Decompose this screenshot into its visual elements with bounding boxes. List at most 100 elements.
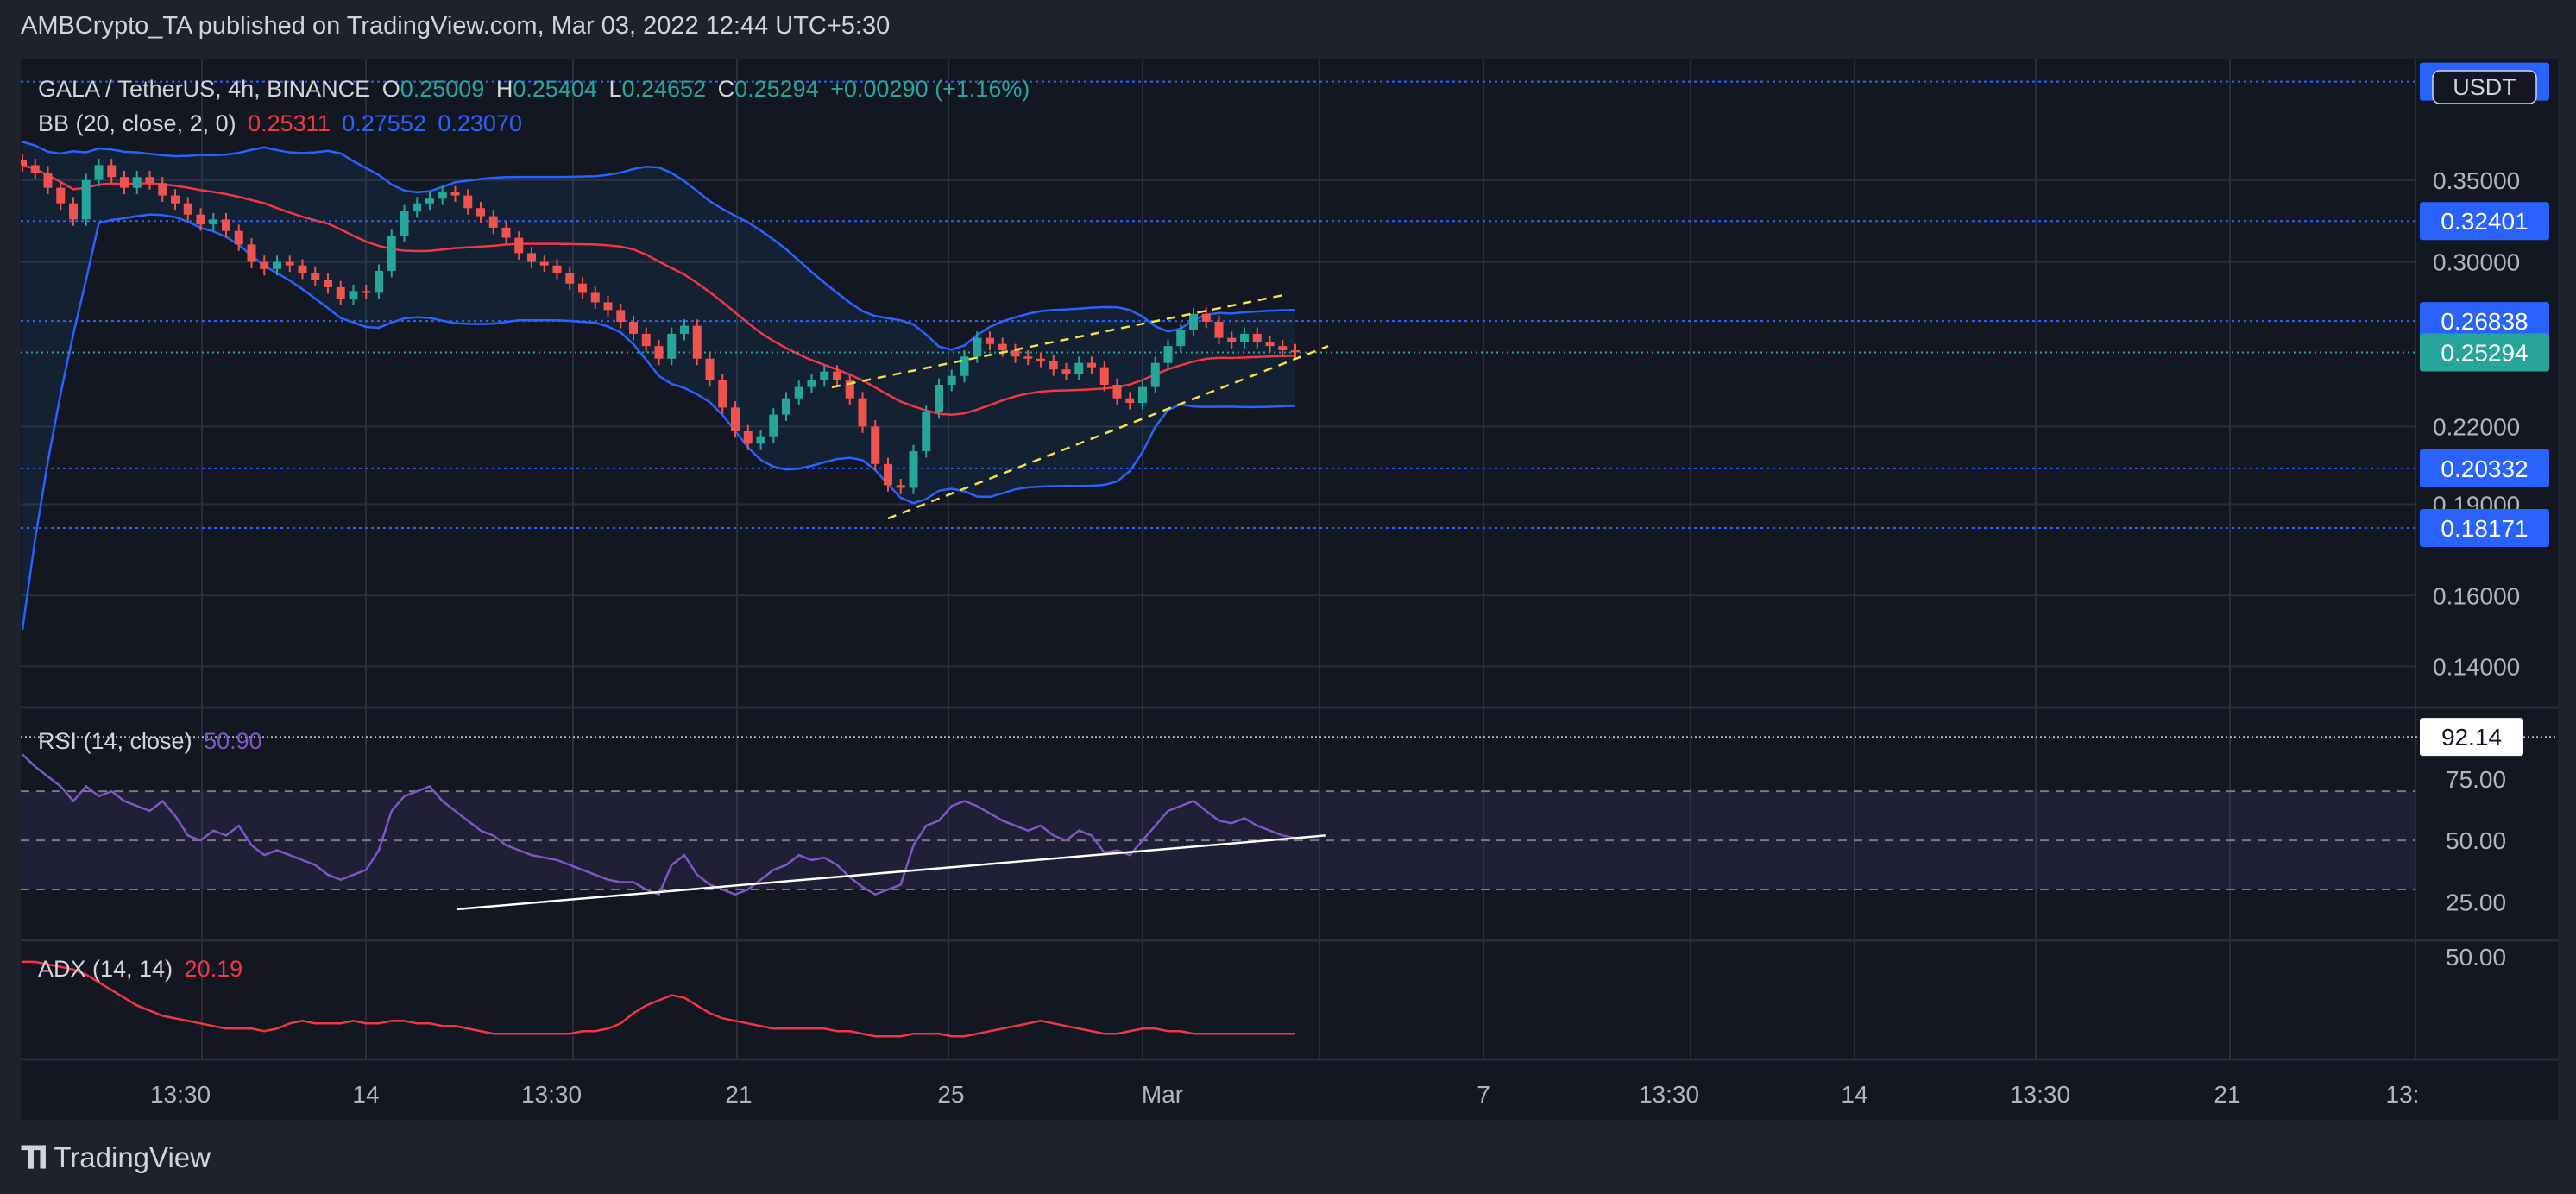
adx-legend-label: ADX (14, 14) <box>38 956 173 982</box>
price-tick-label: 0.16000 <box>2433 582 2520 609</box>
rsi-line <box>22 753 1296 896</box>
price-tick-label: 0.14000 <box>2433 653 2520 680</box>
legend-close: 0.25294 <box>734 76 819 102</box>
candle-body <box>616 310 626 322</box>
rsi-tick-label: 75.00 <box>2446 766 2506 793</box>
candle-body <box>375 270 383 293</box>
candle-body <box>578 283 587 293</box>
candle-body <box>743 430 753 444</box>
candle-body <box>1291 349 1300 353</box>
candle-body <box>1099 367 1109 386</box>
rsi-max-label-bg <box>2420 718 2523 757</box>
candle-body <box>362 291 371 293</box>
publisher-header: AMBCrypto_TA published on TradingView.co… <box>21 12 891 40</box>
time-tick-label: 13:30 <box>2010 1081 2070 1108</box>
last-price-label-bg <box>2420 333 2549 372</box>
adx-line <box>22 960 1295 1038</box>
chart-canvas[interactable]: 0.350000.300000.220000.190000.160000.140… <box>18 59 2558 1120</box>
candle-body <box>501 227 511 238</box>
candle-body <box>1214 321 1224 338</box>
tradingview-logo-icon[interactable]: 𝐓𝐈 <box>21 1139 47 1175</box>
price-level-label: 0.26838 <box>2441 308 2528 335</box>
candle-body <box>69 203 78 220</box>
candle-body <box>527 253 536 262</box>
candle-body <box>425 198 434 204</box>
legend-open: 0.25009 <box>400 76 485 102</box>
candle-body <box>30 165 40 173</box>
candle-body <box>247 244 256 262</box>
time-tick-label: 13: <box>2386 1081 2420 1108</box>
candle-body <box>438 192 447 199</box>
legend-symbol: GALA / TetherUS, 4h, BINANCE <box>38 76 371 102</box>
candle-body <box>158 183 167 196</box>
adx-legend: ADX (14, 14) 20.19 <box>38 956 248 983</box>
candle-body <box>298 265 307 273</box>
candle-body <box>1049 361 1058 370</box>
legend-low-label: L <box>608 76 622 102</box>
candle-body <box>18 160 27 166</box>
candle-body <box>234 230 243 245</box>
legend-low: 0.24652 <box>621 76 707 102</box>
candle-body <box>514 237 524 254</box>
candle-body <box>731 407 740 431</box>
footer-brand[interactable]: TradingView <box>54 1141 211 1173</box>
candle-body <box>1138 386 1147 404</box>
candle-body <box>1163 346 1173 363</box>
chart-frame[interactable]: 0.35000 0.30000 0.22000 0.19000 0.16000 0.140… <box>18 59 2558 1120</box>
candle-body <box>756 436 765 444</box>
adx-tick-label: 50.00 <box>2446 944 2506 971</box>
candle-body <box>998 343 1007 350</box>
candle-body <box>1189 313 1198 330</box>
time-tick-label: 7 <box>1477 1081 1490 1108</box>
adx-legend-value: 20.19 <box>184 956 243 982</box>
candle-body <box>705 358 715 380</box>
candle-body <box>183 203 192 215</box>
candle-body <box>629 321 638 334</box>
time-tick-label: 21 <box>725 1081 752 1108</box>
legend-change: +0.00290 (+1.16%) <box>830 76 1030 102</box>
axes-layer: 0.350000.300000.220000.190000.160000.140… <box>150 62 2549 1108</box>
candle-body <box>171 195 180 204</box>
grid-layer <box>21 59 2558 1061</box>
time-tick-label: 13:30 <box>1639 1081 1699 1108</box>
candle-body <box>680 325 689 334</box>
candle-body <box>145 177 154 184</box>
candle-body <box>107 165 117 178</box>
bb-legend: BB (20, close, 2, 0) 0.25311 0.27552 0.2… <box>38 110 527 137</box>
rsi-legend-label: RSI (14, close) <box>38 728 192 754</box>
candle-body <box>565 273 575 284</box>
candle-body <box>947 375 956 386</box>
bb-fill <box>22 141 1295 630</box>
candle-body <box>603 302 613 311</box>
rsi-tick-label: 25.00 <box>2446 889 2506 915</box>
rsi-legend: RSI (14, close) 50.90 <box>38 728 268 755</box>
candle-body <box>1125 398 1135 404</box>
footer: 𝐓𝐈 TradingView <box>21 1135 211 1180</box>
candle-body <box>845 380 854 399</box>
candle-body <box>973 337 982 357</box>
candle-body <box>590 292 600 303</box>
candle-body <box>336 286 345 299</box>
candle-body <box>413 203 422 211</box>
candle-body <box>858 398 867 427</box>
candle-body <box>884 463 892 486</box>
candle-body <box>807 380 816 387</box>
candle-body <box>387 236 396 271</box>
candle-body <box>209 219 218 225</box>
last-price-label: 0.25294 <box>2441 340 2528 367</box>
rsi-trendline <box>457 834 1326 911</box>
time-tick-label: Mar <box>1142 1081 1183 1108</box>
time-tick-label: 21 <box>2214 1081 2240 1108</box>
adx-layer <box>22 960 1295 1038</box>
price-level-label-bg <box>2420 449 2549 487</box>
rsi-tick-label: 50.00 <box>2446 827 2506 854</box>
candle-body <box>667 333 677 359</box>
price-tick-label: 0.22000 <box>2433 413 2520 440</box>
price-legend: GALA / TetherUS, 4h, BINANCE O0.25009 H0… <box>38 76 1035 103</box>
channel-lower-line <box>887 344 1329 520</box>
candle-body <box>132 177 142 188</box>
candle-body <box>1278 346 1288 350</box>
candle-body <box>909 450 918 488</box>
rsi-layer <box>21 736 2558 911</box>
time-tick-label: 25 <box>937 1081 964 1108</box>
